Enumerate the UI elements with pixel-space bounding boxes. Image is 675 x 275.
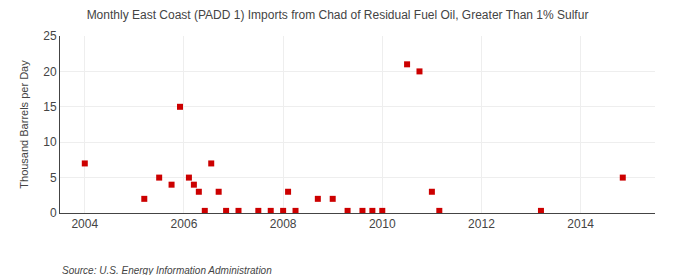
svg-text:25: 25 — [43, 29, 57, 43]
svg-text:15: 15 — [43, 100, 57, 114]
svg-text:2012: 2012 — [468, 217, 495, 231]
svg-text:2014: 2014 — [567, 217, 594, 231]
svg-text:2004: 2004 — [71, 217, 98, 231]
svg-text:Monthly East Coast (PADD 1) Im: Monthly East Coast (PADD 1) Imports from… — [87, 8, 589, 22]
svg-text:5: 5 — [50, 171, 57, 185]
svg-text:Thousand Barrels per Day: Thousand Barrels per Day — [18, 60, 30, 189]
svg-text:Source: U.S. Energy Informatio: Source: U.S. Energy Information Administ… — [62, 265, 272, 275]
svg-text:20: 20 — [43, 65, 57, 79]
svg-text:2008: 2008 — [270, 217, 297, 231]
svg-text:2010: 2010 — [369, 217, 396, 231]
svg-text:0: 0 — [50, 206, 57, 220]
svg-text:10: 10 — [43, 135, 57, 149]
svg-text:2006: 2006 — [171, 217, 198, 231]
